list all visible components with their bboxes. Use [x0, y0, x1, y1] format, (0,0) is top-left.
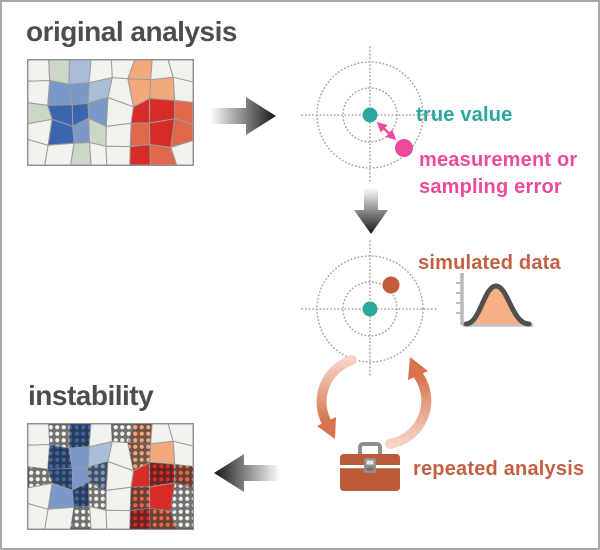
county-region-hatch: [127, 442, 151, 471]
county-region: [172, 440, 193, 468]
flow-arrow-left-icon: [214, 454, 280, 492]
county-region: [88, 505, 108, 529]
county-region-hatch: [47, 444, 73, 470]
county-region: [105, 145, 131, 165]
error-arrow: [376, 121, 397, 141]
county-region: [28, 443, 51, 470]
county-region-hatch: [129, 508, 151, 529]
county-region-hatch: [70, 506, 92, 529]
county-region-hatch: [88, 461, 108, 491]
county-region: [170, 140, 193, 165]
county-region-hatch: [149, 508, 177, 529]
county-region-hatch: [28, 466, 53, 488]
county-region: [28, 79, 51, 106]
county-region: [28, 138, 49, 165]
flow-arrow-right-icon: [210, 97, 276, 135]
county-region: [105, 122, 132, 148]
simulated-value-dot: [382, 276, 400, 294]
county-region-hatch: [88, 482, 107, 511]
choropleth-map-instability: [27, 423, 194, 530]
target-simulated-data-icon: [301, 240, 439, 378]
county-region: [68, 82, 90, 106]
county-region: [68, 446, 90, 470]
county-region-hatch: [47, 468, 73, 491]
county-region-hatch: [170, 482, 193, 512]
simulated-data-label: simulated data: [418, 252, 561, 274]
county-region-hatch: [48, 424, 70, 449]
county-region: [28, 60, 51, 82]
repeat-cycle-arrows-icon: [316, 355, 432, 449]
county-region-hatch: [170, 504, 193, 529]
flow-arrow-down-icon: [354, 188, 388, 234]
repeated-analysis-label: repeated analysis: [413, 458, 585, 480]
county-region: [149, 76, 176, 102]
distribution-curve-icon: [456, 273, 533, 327]
county-region-hatch: [130, 487, 150, 511]
county-region: [44, 142, 75, 165]
county-region: [174, 99, 193, 125]
county-region-hatch: [72, 482, 90, 508]
true-value-dot: [362, 301, 378, 317]
original-analysis-heading: original analysis: [26, 16, 237, 47]
county-region: [88, 141, 108, 165]
instability-heading: instability: [28, 380, 154, 411]
county-region: [129, 122, 151, 148]
county-region: [172, 76, 193, 104]
county-region-hatch: [111, 424, 135, 443]
county-region: [167, 60, 193, 83]
choropleth-map-original: [27, 59, 194, 166]
toolbox-icon: [340, 442, 400, 491]
true-value-dot: [362, 107, 378, 123]
county-region: [170, 118, 193, 149]
county-region: [68, 60, 92, 85]
county-region: [148, 118, 176, 148]
county-region: [44, 506, 75, 529]
county-region: [129, 143, 152, 165]
county-region-hatch: [69, 424, 91, 449]
county-region-hatch: [149, 462, 175, 487]
county-region: [148, 482, 176, 512]
county-region: [105, 486, 132, 512]
measurement-error-label: measurement or sampling error: [419, 149, 578, 198]
county-region: [105, 509, 131, 529]
measured-value-dot: [395, 139, 413, 157]
county-region: [167, 424, 193, 447]
county-region: [149, 440, 176, 466]
county-region-hatch: [174, 464, 193, 489]
county-region-hatch: [127, 424, 153, 444]
county-region: [28, 502, 49, 529]
county-region: [70, 141, 92, 165]
target-true-value-icon: [301, 46, 439, 184]
county-region: [149, 143, 178, 165]
true-value-label: true value: [416, 104, 513, 126]
county-region: [28, 424, 51, 446]
